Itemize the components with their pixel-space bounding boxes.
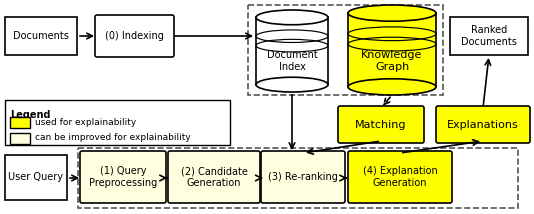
FancyBboxPatch shape [261, 151, 345, 203]
Bar [256, 17, 328, 85]
FancyBboxPatch shape [436, 106, 530, 143]
Text: (1) Query
Preprocessing: (1) Query Preprocessing [89, 166, 157, 188]
Text: Matching: Matching [355, 119, 407, 129]
Text: Legend: Legend [10, 110, 51, 120]
Bar [10, 117, 30, 128]
Ellipse shape [348, 5, 436, 21]
Text: (2) Candidate
Generation: (2) Candidate Generation [180, 166, 247, 188]
Text: Document
Index: Document Index [266, 50, 317, 72]
FancyBboxPatch shape [5, 17, 77, 55]
Text: Documents: Documents [13, 31, 69, 41]
FancyBboxPatch shape [338, 106, 424, 143]
Bar [78, 148, 518, 208]
Text: (0) Indexing: (0) Indexing [105, 31, 164, 41]
Text: Knowledge
Graph: Knowledge Graph [362, 50, 423, 72]
Text: can be improved for explainability: can be improved for explainability [35, 134, 191, 143]
Ellipse shape [348, 79, 436, 95]
Bar [10, 133, 30, 144]
FancyBboxPatch shape [348, 151, 452, 203]
Bar [5, 100, 230, 145]
FancyBboxPatch shape [450, 17, 528, 55]
Text: (3) Re-ranking: (3) Re-ranking [268, 172, 338, 182]
Text: (4) Explanation
Generation: (4) Explanation Generation [363, 166, 437, 188]
Text: Explanations: Explanations [447, 119, 519, 129]
FancyBboxPatch shape [5, 155, 67, 200]
Bar [348, 13, 436, 87]
Text: User Query: User Query [9, 172, 64, 183]
FancyBboxPatch shape [95, 15, 174, 57]
Text: Ranked
Documents: Ranked Documents [461, 25, 517, 47]
Text: used for explainability: used for explainability [35, 117, 136, 126]
FancyBboxPatch shape [168, 151, 260, 203]
Ellipse shape [256, 77, 328, 92]
Bar [248, 5, 443, 95]
FancyBboxPatch shape [80, 151, 166, 203]
Ellipse shape [256, 10, 328, 25]
